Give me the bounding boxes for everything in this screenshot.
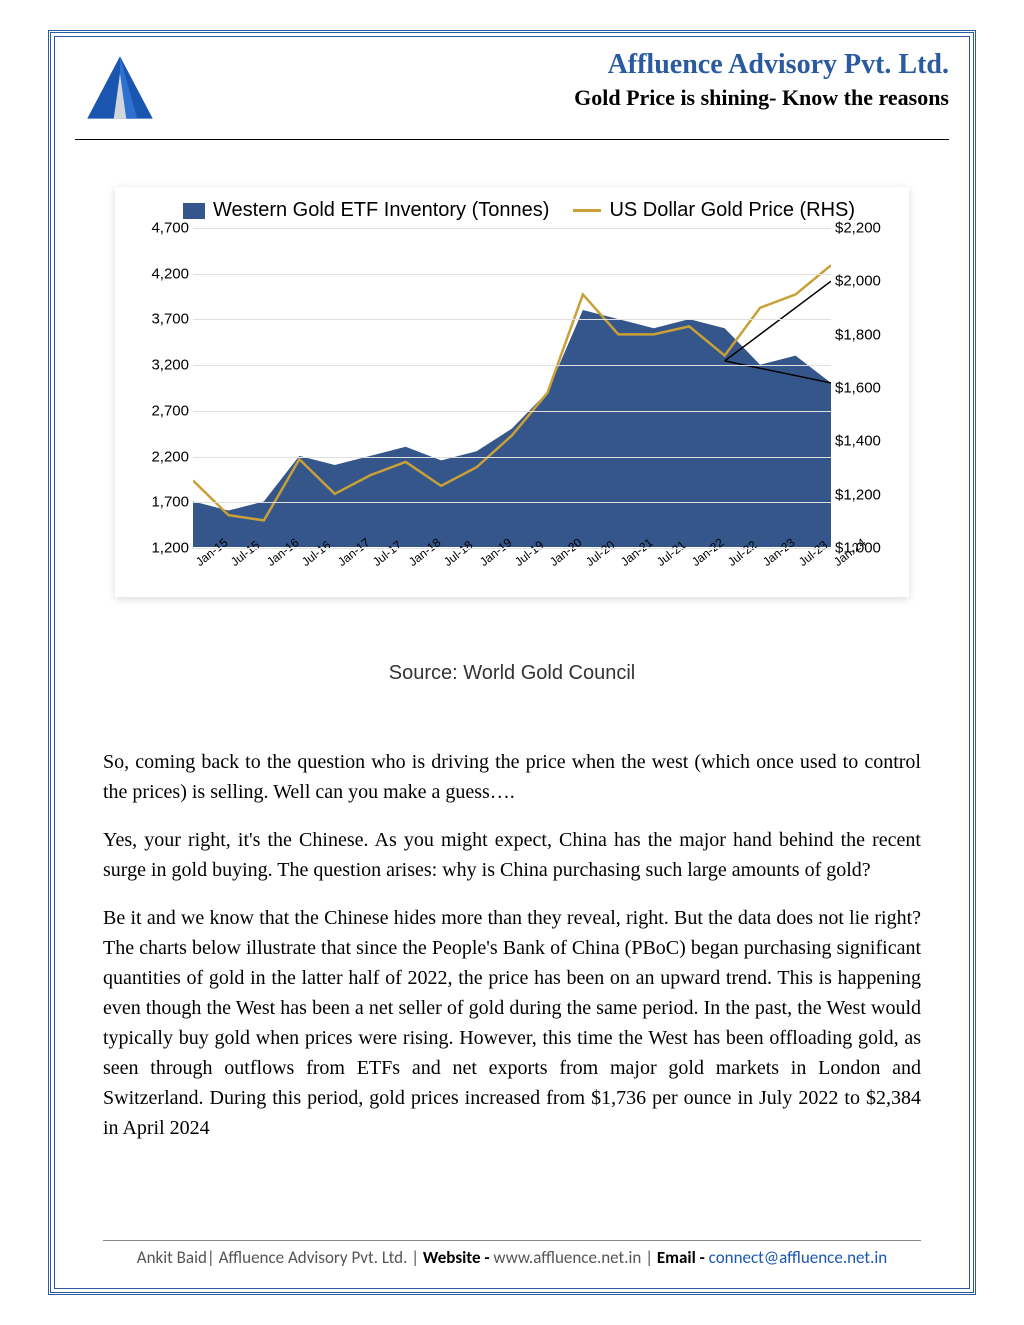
page-border-inner: Affluence Advisory Pvt. Ltd. Gold Price … <box>54 36 970 1289</box>
logo-triangle-icon <box>81 50 159 128</box>
legend-area: Western Gold ETF Inventory (Tonnes) <box>183 199 549 222</box>
chart-ytick-right: $1,400 <box>835 433 891 450</box>
chart-gridline <box>193 365 831 366</box>
chart-area-series <box>193 310 831 547</box>
chart-gridline <box>193 274 831 275</box>
chart-ytick-left: 3,200 <box>133 357 189 374</box>
chart-ytick-left: 3,700 <box>133 311 189 328</box>
chart-ytick-right: $1,800 <box>835 326 891 343</box>
chart-gridline <box>193 548 831 549</box>
legend-line-swatch-icon <box>573 209 601 212</box>
chart-ytick-right: $1,600 <box>835 380 891 397</box>
chart-legend: Western Gold ETF Inventory (Tonnes) US D… <box>183 199 891 222</box>
chart-ytick-right: $1,200 <box>835 486 891 503</box>
legend-line: US Dollar Gold Price (RHS) <box>573 199 855 222</box>
chart-annotation-arrow <box>725 281 831 361</box>
chart-gridline <box>193 411 831 412</box>
chart-gridline <box>193 502 831 503</box>
footer-author: Ankit Baid| Affluence Advisory Pvt. Ltd.… <box>137 1247 423 1268</box>
chart-svg <box>193 228 831 547</box>
chart-ytick-right: $2,000 <box>835 273 891 290</box>
company-name: Affluence Advisory Pvt. Ltd. <box>175 49 949 81</box>
footer-sep: | <box>645 1247 653 1268</box>
header-text-block: Affluence Advisory Pvt. Ltd. Gold Price … <box>175 49 949 111</box>
footer-email[interactable]: connect@affluence.net.in <box>709 1247 888 1268</box>
page-subtitle: Gold Price is shining- Know the reasons <box>175 85 949 111</box>
chart-ytick-left: 4,700 <box>133 220 189 237</box>
page-border-outer: Affluence Advisory Pvt. Ltd. Gold Price … <box>48 30 976 1295</box>
chart-ytick-right: $2,200 <box>835 220 891 237</box>
chart-gridline <box>193 457 831 458</box>
chart-ytick-left: 1,700 <box>133 494 189 511</box>
page-footer: Ankit Baid| Affluence Advisory Pvt. Ltd.… <box>103 1240 921 1268</box>
body-paragraph: Yes, your right, it's the Chinese. As yo… <box>103 825 921 885</box>
chart-ytick-left: 4,200 <box>133 265 189 282</box>
chart-ytick-left: 2,700 <box>133 402 189 419</box>
legend-area-label: Western Gold ETF Inventory (Tonnes) <box>213 199 549 222</box>
article-body: So, coming back to the question who is d… <box>103 747 921 1161</box>
body-paragraph: So, coming back to the question who is d… <box>103 747 921 807</box>
body-paragraph: Be it and we know that the Chinese hides… <box>103 903 921 1143</box>
page-header: Affluence Advisory Pvt. Ltd. Gold Price … <box>75 49 949 140</box>
chart-source: Source: World Gold Council <box>55 662 969 685</box>
company-logo <box>75 49 165 129</box>
chart-plot-area: Jan-15Jul-15Jan-16Jul-16Jan-17Jul-17Jan-… <box>133 228 891 548</box>
chart-gridline <box>193 228 831 229</box>
legend-line-label: US Dollar Gold Price (RHS) <box>609 199 855 222</box>
chart-gridline <box>193 319 831 320</box>
chart-ytick-left: 1,200 <box>133 540 189 557</box>
legend-area-swatch-icon <box>183 203 205 219</box>
chart-ytick-right: $1,000 <box>835 540 891 557</box>
gold-chart: Western Gold ETF Inventory (Tonnes) US D… <box>115 187 909 597</box>
footer-website-label: Website - <box>423 1247 494 1268</box>
footer-website: www.affluence.net.in <box>493 1247 645 1268</box>
chart-x-ticks: Jan-15Jul-15Jan-16Jul-16Jan-17Jul-17Jan-… <box>193 548 831 584</box>
footer-email-label: Email - <box>657 1247 709 1268</box>
chart-ytick-left: 2,200 <box>133 448 189 465</box>
